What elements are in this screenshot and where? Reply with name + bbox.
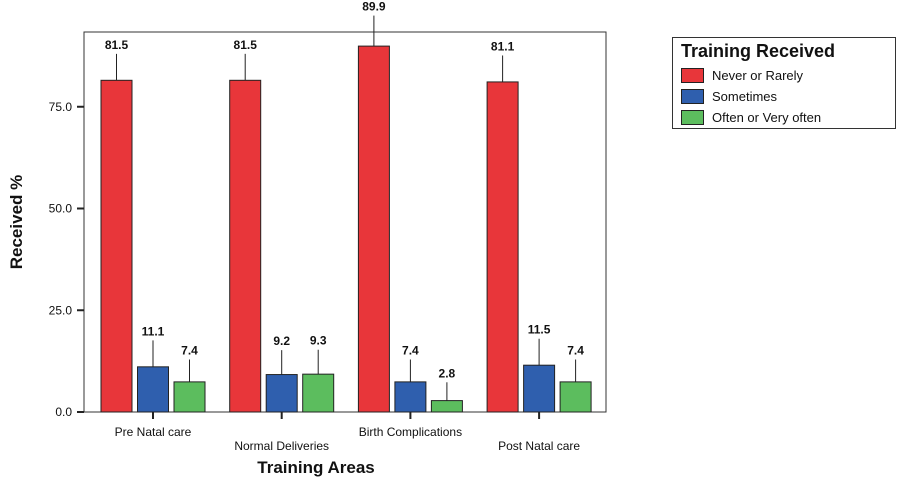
legend-item-sometimes: Sometimes	[681, 87, 777, 105]
data-label: 81.5	[105, 38, 129, 52]
bar	[302, 373, 335, 413]
bar	[394, 381, 427, 413]
x-tick-label: Post Natal care	[498, 439, 580, 453]
bar	[523, 364, 556, 413]
bar	[559, 381, 592, 413]
bar	[265, 374, 298, 413]
bar	[357, 45, 390, 413]
data-label: 11.1	[142, 324, 165, 338]
data-label: 89.9	[362, 0, 386, 14]
bar	[486, 81, 519, 413]
data-label: 2.8	[439, 366, 456, 380]
data-label: 9.3	[310, 334, 327, 348]
y-tick-label: 50.0	[49, 202, 73, 216]
plot-frame	[83, 31, 607, 413]
legend-item-often: Often or Very often	[681, 108, 821, 126]
data-label: 11.5	[528, 323, 551, 337]
legend-swatch-sometimes	[681, 88, 704, 104]
data-label: 7.4	[567, 343, 584, 357]
x-tick-label: Pre Natal care	[115, 425, 192, 439]
legend-swatch-never	[681, 67, 704, 83]
bar	[100, 79, 133, 413]
bar	[137, 366, 169, 413]
data-label: 7.4	[181, 343, 198, 357]
legend-label-often: Often or Very often	[712, 109, 822, 125]
y-axis-title: Received %	[7, 175, 26, 270]
bars-layer: 81.5 11.1 7.4 81.5 9.2 9.3 89.9 7.4 2.8 81.1 11.5 7…	[100, 0, 592, 413]
data-label: 7.4	[402, 343, 419, 357]
y-axis: 0.0 25.0 50.0 75.0	[49, 100, 84, 419]
legend-swatch-often	[681, 109, 704, 125]
data-label: 81.1	[491, 39, 515, 53]
y-tick-label: 75.0	[49, 100, 73, 114]
legend-label-never: Never or Rarely	[712, 67, 804, 83]
data-label: 81.5	[234, 38, 258, 52]
x-tick-label: Normal Deliveries	[234, 439, 329, 453]
y-tick-label: 25.0	[49, 303, 73, 317]
x-axis-title: Training Areas	[257, 458, 374, 477]
y-tick-label: 0.0	[55, 405, 72, 419]
legend: Training Received Never or Rarely Someti…	[672, 37, 896, 129]
data-label: 9.2	[273, 334, 290, 348]
bar	[173, 381, 206, 413]
bar	[430, 400, 463, 413]
legend-label-sometimes: Sometimes	[712, 88, 778, 104]
x-axis: Pre Natal care Normal Deliveries Birth Com…	[115, 412, 580, 453]
bar	[229, 79, 262, 413]
legend-item-never: Never or Rarely	[681, 66, 803, 84]
x-tick-label: Birth Complications	[359, 425, 462, 439]
legend-title: Training Received	[681, 41, 836, 61]
